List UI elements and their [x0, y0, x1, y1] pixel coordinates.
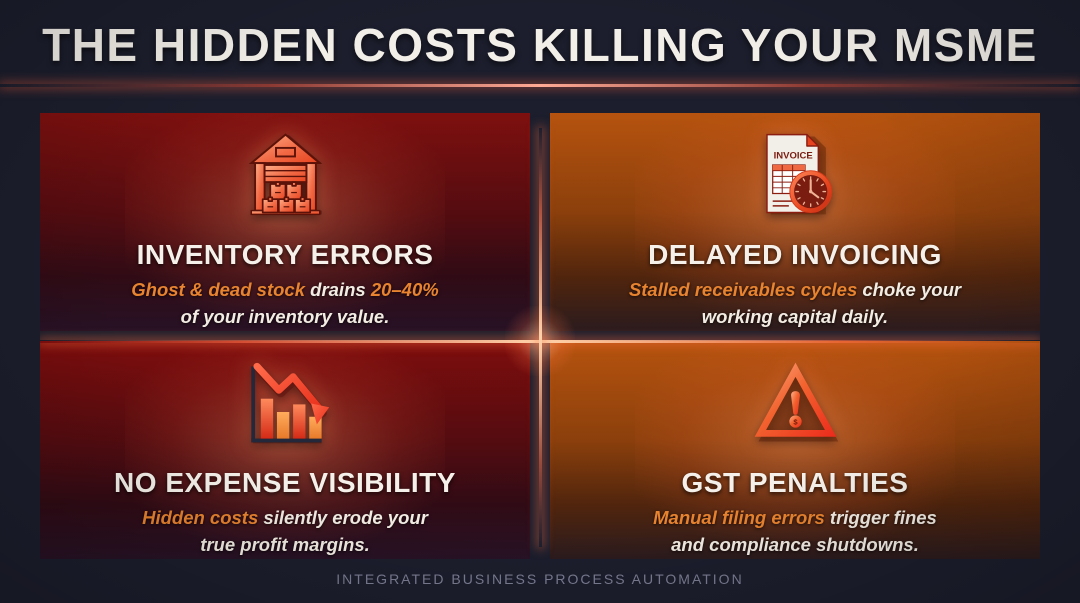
- svg-text:INVOICE: INVOICE: [773, 150, 812, 161]
